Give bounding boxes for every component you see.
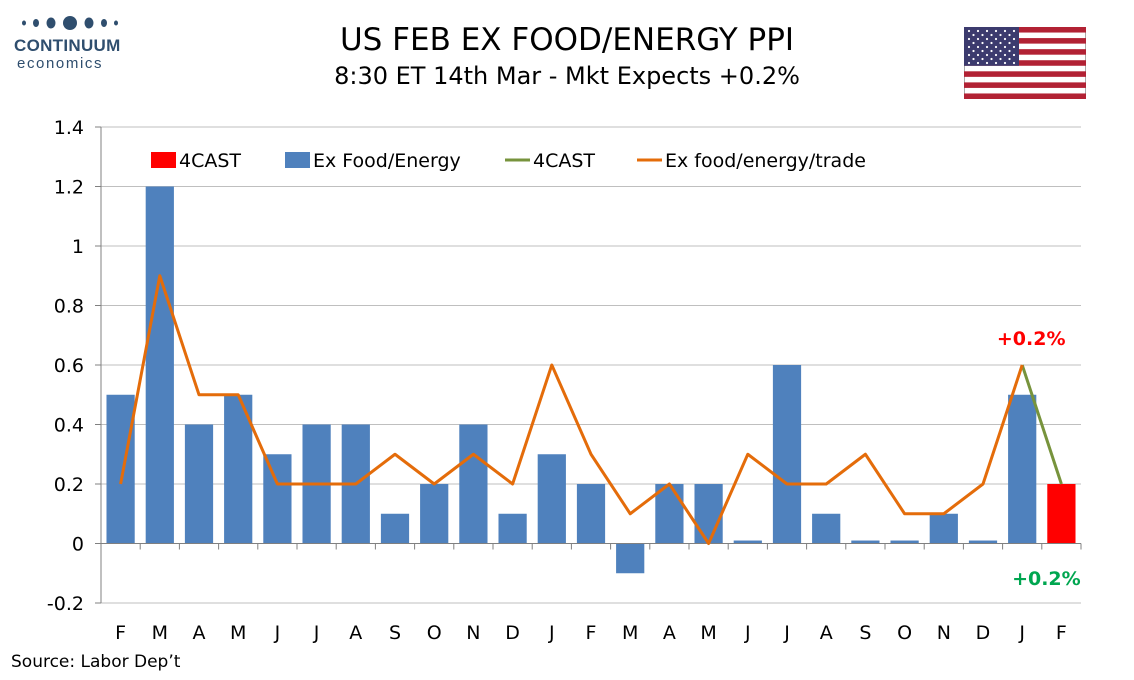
x-tick-label: A (820, 622, 833, 644)
x-tick-label: J (1018, 622, 1025, 644)
legend-swatch (151, 152, 176, 168)
bar-ex-food-energy (929, 513, 958, 544)
bar-ex-food-energy (420, 484, 449, 544)
x-tick-label: O (427, 622, 442, 644)
y-tick-label: 1.4 (54, 117, 84, 139)
us-flag-icon (964, 27, 1086, 99)
legend-label: Ex Food/Energy (313, 150, 461, 172)
chart-subtitle: 8:30 ET 14th Mar - Mkt Expects +0.2% (334, 62, 800, 90)
x-tick-label: J (783, 622, 790, 644)
bar-ex-food-energy (694, 484, 723, 544)
forecast-label-top: +0.2% (997, 328, 1066, 350)
x-tick-label: J (313, 622, 320, 644)
y-tick-label: 1.2 (54, 177, 84, 199)
bar-ex-food-energy (106, 394, 135, 544)
x-tick-label: D (976, 622, 991, 644)
x-tick-label: F (115, 622, 126, 644)
logo-name: CONTINUUM (14, 36, 121, 55)
y-tick-label: 0.2 (54, 474, 84, 496)
y-tick-label: 0.4 (54, 415, 84, 437)
bar-ex-food-energy (537, 454, 566, 544)
legend-label: Ex food/energy/trade (665, 150, 866, 172)
legend-label: 4CAST (179, 150, 241, 172)
bar-ex-food-energy (890, 540, 919, 544)
line-ex-food-energy-trade (119, 274, 1024, 545)
x-tick-label: J (548, 622, 555, 644)
x-tick-label: A (663, 622, 676, 644)
legend-label: 4CAST (533, 150, 595, 172)
x-tick-label: N (466, 622, 480, 644)
source-note: Source: Labor Dep’t (11, 652, 181, 672)
bar-ex-food-energy (851, 540, 880, 544)
bar-4cast (1047, 484, 1076, 544)
x-tick-label: N (937, 622, 951, 644)
x-tick-label: S (389, 622, 401, 644)
series-lines (119, 274, 1063, 545)
x-tick-label: S (859, 622, 871, 644)
bar-ex-food-energy (655, 484, 684, 544)
y-tick-label: 0.8 (54, 296, 84, 318)
y-tick-labels: -0.2 0 0.2 0.4 0.6 0.8 1 1.2 1.4 (47, 117, 84, 615)
x-tick-label: J (744, 622, 751, 644)
bar-ex-food-energy (812, 513, 841, 544)
bar-ex-food-energy (616, 543, 645, 574)
bar-ex-food-energy (772, 365, 802, 544)
legend: 4CAST Ex Food/Energy 4CAST Ex food/energy/t… (151, 150, 866, 172)
x-tick-label: M (700, 622, 716, 644)
y-tick-label: -0.2 (47, 593, 84, 615)
chart-title: US FEB EX FOOD/ENERGY PPI (339, 22, 795, 58)
bar-ex-food-energy (380, 513, 410, 544)
legend-swatch (285, 152, 310, 168)
bar-ex-food-energy (145, 186, 174, 544)
x-tick-label: D (505, 622, 520, 644)
logo-dots-icon (22, 16, 118, 30)
forecast-label-bottom: +0.2% (1012, 568, 1081, 590)
bar-ex-food-energy (263, 454, 292, 544)
bar-ex-food-energy (498, 513, 527, 544)
x-tick-label: M (230, 622, 246, 644)
continuum-logo: CONTINUUM economics (14, 14, 144, 74)
bar-ex-food-energy (459, 424, 488, 544)
x-tick-label: A (193, 622, 206, 644)
x-tick-label: F (1056, 622, 1067, 644)
x-tick-marks (100, 543, 1082, 550)
line-4cast (1020, 364, 1063, 485)
bar-ex-food-energy (184, 424, 214, 544)
bar-ex-food-energy (576, 484, 606, 544)
bars (106, 186, 1076, 574)
annotations: +0.2% +0.2% (997, 328, 1081, 590)
y-tick-label: 0.6 (54, 355, 84, 377)
bar-ex-food-energy (968, 540, 998, 544)
y-tick-label: 1 (72, 236, 84, 258)
x-tick-label: A (349, 622, 362, 644)
bar-ex-food-energy (733, 540, 762, 544)
bar-ex-food-energy (1008, 394, 1037, 544)
logo-subtitle: economics (17, 55, 104, 72)
x-tick-label: M (152, 622, 168, 644)
x-tick-label: J (274, 622, 281, 644)
x-tick-label: O (897, 622, 912, 644)
y-tick-label: 0 (72, 534, 84, 556)
x-tick-label: M (622, 622, 638, 644)
x-tick-label: F (586, 622, 597, 644)
